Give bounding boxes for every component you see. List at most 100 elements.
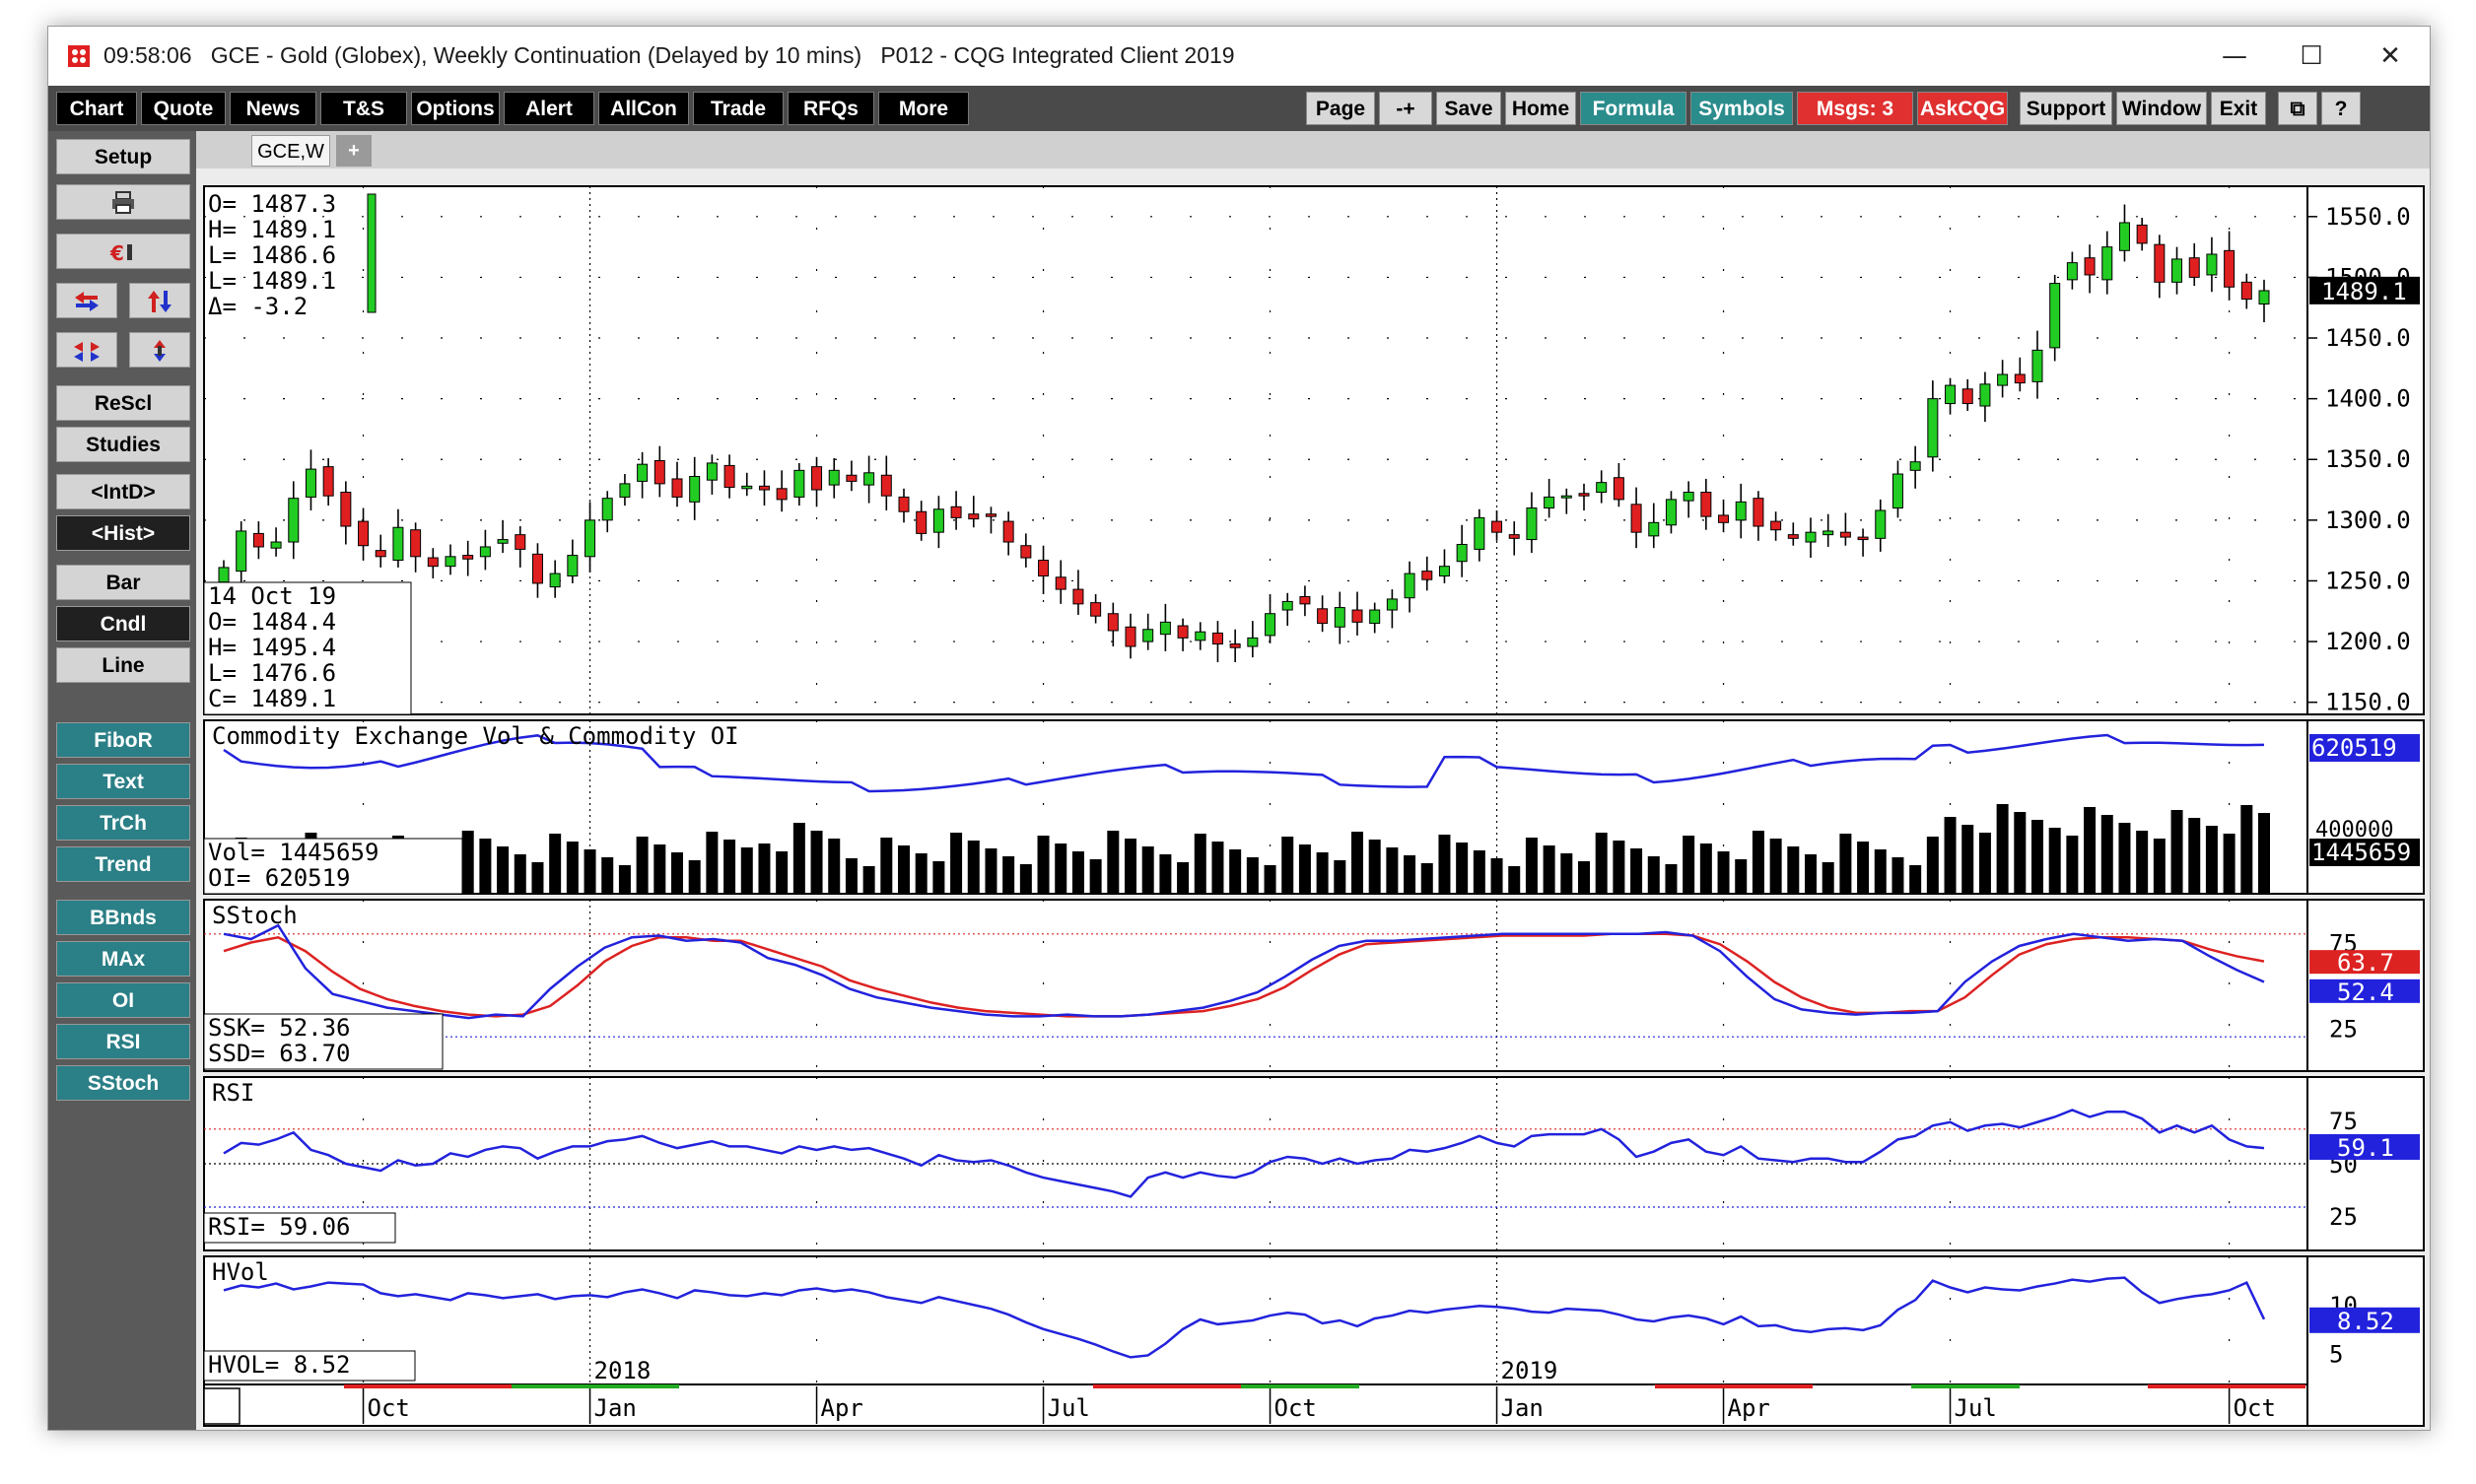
volume-bar xyxy=(287,861,300,894)
volume-bar xyxy=(566,842,579,894)
volume-bar xyxy=(339,848,352,894)
candle-body xyxy=(1281,600,1293,611)
study-sstoch-button[interactable]: SStoch xyxy=(56,1065,190,1101)
volume-bar xyxy=(1420,863,1433,894)
last-price-label: 1489.1 xyxy=(2321,278,2407,305)
candle-chart-button[interactable]: Cndl xyxy=(56,606,190,641)
toolbar-symbols-button[interactable]: Symbols xyxy=(1690,92,1793,125)
toolbar-msgs-3-button[interactable]: Msgs: 3 xyxy=(1797,92,1913,125)
toolbar-chart-button[interactable]: Chart xyxy=(56,92,137,125)
candle-body xyxy=(880,474,892,497)
candle-body xyxy=(1265,613,1276,637)
toolbar-save-button[interactable]: Save xyxy=(1436,92,1501,125)
tab-gce-weekly[interactable]: GCE,W xyxy=(251,135,330,167)
toolbar-trade-button[interactable]: Trade xyxy=(693,92,784,125)
price-candle xyxy=(1857,528,1869,557)
volume-bar xyxy=(618,865,631,894)
studies-button[interactable]: Studies xyxy=(56,427,190,462)
intraday-button[interactable]: <IntD> xyxy=(56,474,190,509)
candle-body xyxy=(1020,545,1032,559)
price-candle xyxy=(515,526,526,568)
currency-tool-button[interactable]: € xyxy=(56,234,190,269)
study-rsi-button[interactable]: RSI xyxy=(56,1024,190,1059)
price-candle xyxy=(1770,511,1782,541)
chart-tab-bar: GCE,W + xyxy=(196,131,2430,169)
candle-body xyxy=(1805,531,1817,543)
toolbar-alert-button[interactable]: Alert xyxy=(504,92,594,125)
volume-bar xyxy=(2258,813,2270,894)
study-oi-button[interactable]: OI xyxy=(56,982,190,1018)
cursor-ohlc-line: 14 Oct 19 xyxy=(208,582,336,610)
volume-bar xyxy=(967,841,980,894)
setup-button[interactable]: Setup xyxy=(56,139,190,174)
toolbar---button[interactable]: -+ xyxy=(1379,92,1432,125)
zoom-horizontal-button[interactable] xyxy=(56,332,117,368)
candle-body xyxy=(1891,473,1903,509)
cursor-ohlc-line: O= 1484.4 xyxy=(208,608,336,636)
toolbar-formula-button[interactable]: Formula xyxy=(1580,92,1686,125)
candle-body xyxy=(1700,492,1712,517)
volume-legend-line: OI= 620519 xyxy=(208,864,351,892)
volume-bar xyxy=(1404,855,1416,894)
price-candle xyxy=(1438,549,1450,583)
minimize-button[interactable]: — xyxy=(2222,41,2247,71)
toolbar-support-button[interactable]: Support xyxy=(2020,92,2112,125)
study-fibor-button[interactable]: FiboR xyxy=(56,722,190,758)
price-candle xyxy=(322,458,334,506)
toolbar-quote-button[interactable]: Quote xyxy=(141,92,226,125)
rescale-button[interactable]: ReScl xyxy=(56,385,190,421)
main-toolbar: Chart Quote News T&S Options Alert AllCon Trade… xyxy=(48,86,2430,131)
line-chart-button[interactable]: Line xyxy=(56,647,190,683)
scroll-vertical-button[interactable] xyxy=(129,283,190,318)
price-candle xyxy=(706,454,718,495)
candle-body xyxy=(1648,521,1660,537)
toolbar-rfqs-button[interactable]: RFQs xyxy=(788,92,874,125)
toolbar-allcon-button[interactable]: AllCon xyxy=(598,92,689,125)
price-candle xyxy=(1613,462,1624,507)
toolbar-more-button[interactable]: More xyxy=(878,92,969,125)
toolbar-news-button[interactable]: News xyxy=(230,92,316,125)
print-button[interactable] xyxy=(56,184,190,220)
toolbar-askcqg-button[interactable]: AskCQG xyxy=(1917,92,2008,125)
price-candle xyxy=(1961,378,1973,411)
price-candle xyxy=(601,491,613,533)
study-max-button[interactable]: MAx xyxy=(56,941,190,977)
study-text-button[interactable]: Text xyxy=(56,764,190,799)
volume-bar xyxy=(1944,817,1957,894)
study-trend-button[interactable]: Trend xyxy=(56,846,190,882)
study-trch-button[interactable]: TrCh xyxy=(56,805,190,841)
price-candle xyxy=(2031,330,2043,399)
volume-bar xyxy=(1508,866,1521,894)
hvol-legend-line-box xyxy=(203,1350,416,1382)
history-button[interactable]: <Hist> xyxy=(56,515,190,551)
close-button[interactable]: ✕ xyxy=(2379,41,2401,71)
toolbar-options-button[interactable]: Options xyxy=(411,92,500,125)
price-candle xyxy=(1700,478,1712,530)
chart-area[interactable]: Oct Jan Apr Jul Oct Jan Apr Jul Oct 2018 2019 1550.… xyxy=(48,27,2430,1430)
volume-bar xyxy=(810,831,823,894)
volume-bar xyxy=(252,845,265,894)
candle-body xyxy=(2240,281,2252,301)
zoom-vertical-button[interactable] xyxy=(129,332,190,368)
volume-bar xyxy=(898,845,910,894)
toolbar-page-button[interactable]: Page xyxy=(1306,92,1375,125)
toolbar-window-button[interactable]: Window xyxy=(2116,92,2207,125)
bar-chart-button[interactable]: Bar xyxy=(56,565,190,600)
price-candle xyxy=(2136,218,2148,251)
add-tab-button[interactable]: + xyxy=(336,135,372,167)
toolbar-t-s-button[interactable]: T&S xyxy=(320,92,407,125)
price-candle xyxy=(2084,244,2096,294)
candle-body xyxy=(1526,507,1538,541)
candle-body xyxy=(2206,253,2218,276)
price-candle xyxy=(1456,524,1468,577)
volume-bar xyxy=(375,864,387,894)
maximize-button[interactable]: ☐ xyxy=(2300,41,2323,71)
toolbar-exit-button[interactable]: Exit xyxy=(2211,92,2266,125)
toolbar-restore-button[interactable]: ⧉ xyxy=(2278,92,2317,125)
toolbar-home-button[interactable]: Home xyxy=(1505,92,1576,125)
study-bbnds-button[interactable]: BBnds xyxy=(56,900,190,935)
scroll-horizontal-button[interactable] xyxy=(56,283,117,318)
candle-body xyxy=(515,534,526,550)
candle-body xyxy=(2171,258,2183,283)
toolbar-help-button[interactable]: ? xyxy=(2321,92,2361,125)
